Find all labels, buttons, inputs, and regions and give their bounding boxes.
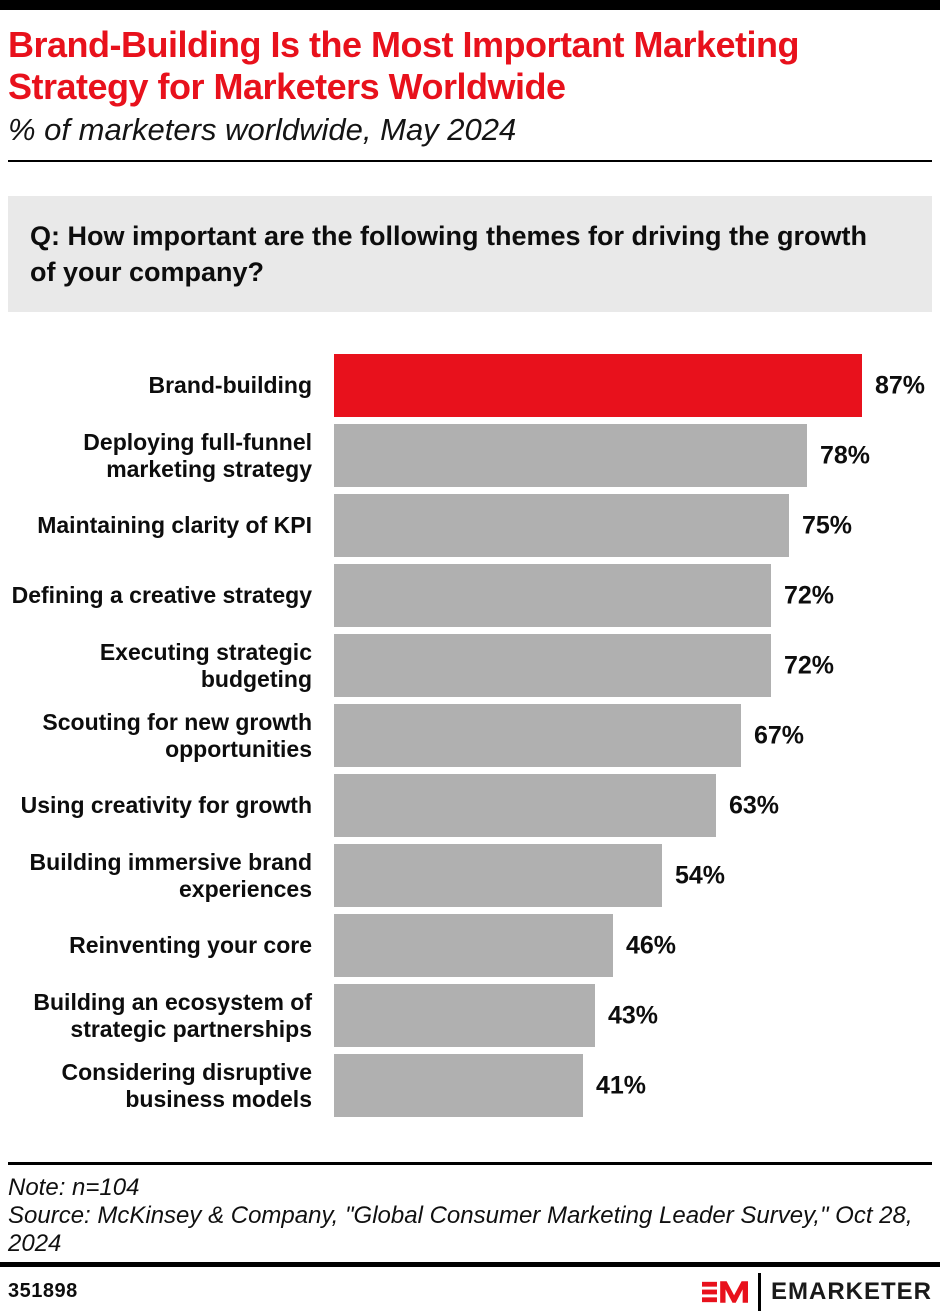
bar-value-label: 75% [802, 511, 853, 539]
bar-value-label: 54% [675, 861, 726, 889]
bar-row: Building immersive brand experiences 54% [8, 844, 932, 907]
bar-row: Executing strategic budgeting 72% [8, 634, 932, 697]
bar-category-label: Building an ecosystem of strategic partn… [33, 988, 312, 1042]
bar-row: Scouting for new growth opportunities 67% [8, 704, 932, 767]
bar [334, 704, 741, 767]
bar [334, 844, 662, 907]
bar-track: 63% [334, 774, 932, 837]
question-text: Q: How important are the following theme… [30, 221, 868, 287]
bar-value-label: 72% [784, 581, 835, 609]
bar-track: 75% [334, 494, 932, 557]
bar-row: Maintaining clarity of KPI 75% [8, 494, 932, 557]
bar [334, 774, 716, 837]
bar-category-label: Using creativity for growth [20, 792, 312, 818]
bar-row: Reinventing your core 46% [8, 914, 932, 977]
bar-row: Brand-building 87% [8, 354, 932, 417]
bar [334, 424, 807, 487]
header: Brand-Building Is the Most Important Mar… [8, 24, 932, 150]
bar-category-label: Executing strategic budgeting [99, 638, 312, 692]
notes-block: Note: n=104 Source: McKinsey & Company, … [8, 1174, 932, 1258]
bar-track: 41% [334, 1054, 932, 1117]
note-text: Note: n=104 [8, 1174, 140, 1201]
footer: 351898 EMARKETER [8, 1267, 932, 1314]
top-accent-bar [0, 0, 940, 10]
bar-track: 43% [334, 984, 932, 1047]
bar-category-label: Building immersive brand experiences [29, 848, 312, 902]
brand-name: EMARKETER [770, 1277, 932, 1305]
bar-track: 78% [334, 424, 932, 487]
question-box: Q: How important are the following theme… [8, 196, 932, 312]
bar-track: 54% [334, 844, 932, 907]
bar-value-label: 78% [820, 441, 871, 469]
bar-value-label: 46% [626, 931, 677, 959]
bar-track: 87% [334, 354, 932, 417]
bar-category-label: Defining a creative strategy [11, 582, 312, 608]
bar-category-label: Deploying full-funnel marketing strategy [83, 428, 312, 482]
bar-value-label: 41% [596, 1071, 647, 1099]
bar-value-label: 87% [875, 371, 926, 399]
page-title: Brand-Building Is the Most Important Mar… [8, 24, 800, 107]
page-subtitle: % of marketers worldwide, May 2024 [8, 112, 517, 147]
bar [334, 494, 789, 557]
bar-track: 67% [334, 704, 932, 767]
notes-divider [8, 1162, 932, 1165]
bar-value-label: 43% [608, 1001, 659, 1029]
bar-value-label: 72% [784, 651, 835, 679]
chart-id: 351898 [8, 1280, 78, 1302]
header-divider [8, 160, 932, 162]
bar [334, 984, 595, 1047]
bar-chart: Brand-building 87% Deploying full-funnel m… [8, 354, 932, 1117]
bar-track: 72% [334, 564, 932, 627]
bar-value-label: 67% [754, 721, 805, 749]
bar-category-label: Considering disruptive business models [61, 1058, 312, 1112]
bar [334, 1054, 583, 1117]
emarketer-logo: EMARKETER [701, 1272, 932, 1312]
bar-value-label: 63% [729, 791, 780, 819]
bar-track: 46% [334, 914, 932, 977]
bar-category-label: Scouting for new growth opportunities [42, 708, 312, 762]
bar [334, 914, 613, 977]
bar-category-label: Maintaining clarity of KPI [37, 512, 312, 538]
bar-row: Using creativity for growth 63% [8, 774, 932, 837]
bar-row: Deploying full-funnel marketing strategy… [8, 424, 932, 487]
em-monogram-icon [701, 1280, 748, 1303]
footer-divider [0, 1262, 940, 1267]
bar-track: 72% [334, 634, 932, 697]
bar-category-label: Reinventing your core [69, 932, 312, 958]
bar [334, 354, 862, 417]
source-text: Source: McKinsey & Company, "Global Cons… [8, 1202, 913, 1257]
logo-separator [757, 1272, 761, 1311]
bar-category-label: Brand-building [148, 372, 312, 398]
bar [334, 564, 771, 627]
bar-row: Considering disruptive business models 41… [8, 1054, 932, 1117]
bar-row: Defining a creative strategy 72% [8, 564, 932, 627]
bar [334, 634, 771, 697]
bar-row: Building an ecosystem of strategic partn… [8, 984, 932, 1047]
